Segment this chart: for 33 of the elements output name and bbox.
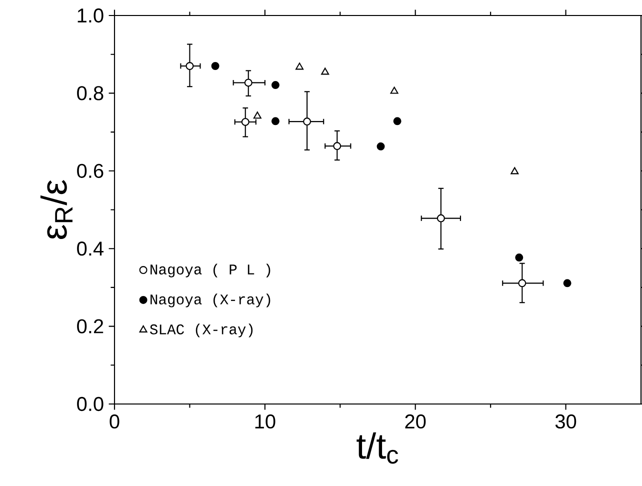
y-tick-label: 0.8 xyxy=(77,86,104,100)
y-tick-label: 0.6 xyxy=(77,164,104,178)
y-tick-label: 0.4 xyxy=(77,242,104,256)
x-axis-title: t/t$_{c}$ xyxy=(356,432,398,464)
point xyxy=(518,279,526,288)
point xyxy=(271,81,280,90)
y-tick-label: 0.2 xyxy=(77,319,104,334)
x-tick-label: 30 xyxy=(555,414,576,429)
point xyxy=(510,167,519,174)
point xyxy=(390,86,398,94)
x-tick-label: 0 xyxy=(110,414,120,429)
point xyxy=(376,142,385,150)
y-axis-title: ε$_{R}$/ε xyxy=(40,180,72,239)
point xyxy=(321,68,330,75)
point xyxy=(211,62,220,70)
point xyxy=(271,117,280,126)
point xyxy=(563,279,572,288)
point xyxy=(393,117,402,126)
y-tick-label: 0.0 xyxy=(77,396,104,412)
x-tick-label: 20 xyxy=(405,414,426,429)
legend-label: Nagoya (X-ray) xyxy=(150,294,270,308)
point xyxy=(436,214,445,222)
point xyxy=(244,78,252,87)
legend-label: SLAC (X-ray) xyxy=(150,324,253,338)
point xyxy=(333,142,342,150)
point xyxy=(186,62,194,70)
point xyxy=(303,118,312,126)
point xyxy=(253,112,262,119)
y-tick-label: 1.0 xyxy=(78,8,104,23)
point xyxy=(296,62,304,70)
point xyxy=(241,118,250,126)
x-tick-label: 10 xyxy=(255,414,276,429)
legend-label: Nagoya ( P L ) xyxy=(150,264,270,278)
